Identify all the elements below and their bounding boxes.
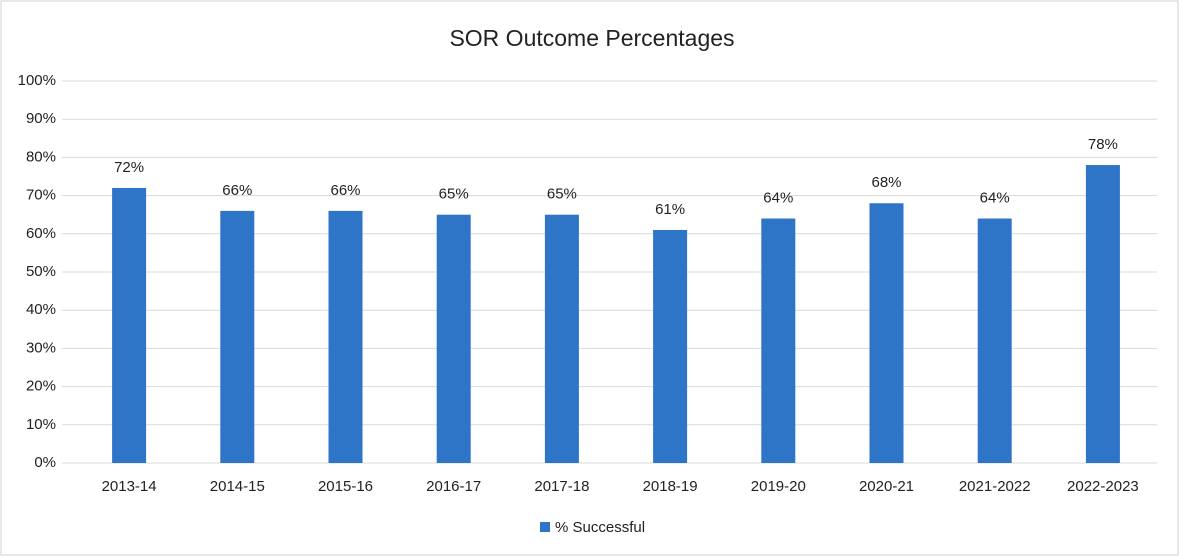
x-tick-label: 2015-16 xyxy=(318,478,373,495)
bar xyxy=(761,218,796,463)
x-tick-label: 2016-17 xyxy=(426,478,481,495)
bar xyxy=(1085,165,1120,464)
bar xyxy=(977,218,1012,463)
data-label: 64% xyxy=(763,189,793,206)
bar xyxy=(112,187,147,463)
data-label: 78% xyxy=(1088,136,1118,153)
y-tick-label: 80% xyxy=(26,148,56,165)
data-label: 65% xyxy=(439,186,469,203)
x-tick-label: 2019-20 xyxy=(751,478,806,495)
bar xyxy=(869,203,904,464)
data-label: 66% xyxy=(222,182,252,199)
y-tick-label: 60% xyxy=(26,225,56,242)
y-tick-label: 90% xyxy=(26,110,56,127)
bar xyxy=(328,210,363,463)
x-tick-label: 2018-19 xyxy=(643,478,698,495)
x-tick-label: 2017-18 xyxy=(534,478,589,495)
data-label: 65% xyxy=(547,186,577,203)
x-tick-label: 2013-14 xyxy=(102,478,157,495)
x-tick-label: 2021-2022 xyxy=(959,478,1031,495)
x-tick-label: 2022-2023 xyxy=(1067,478,1139,495)
bar xyxy=(220,210,255,463)
y-tick-label: 10% xyxy=(26,416,56,433)
legend-swatch xyxy=(540,522,550,532)
y-tick-label: 20% xyxy=(26,378,56,395)
bar xyxy=(544,214,579,463)
data-label: 64% xyxy=(980,189,1010,206)
y-tick-label: 70% xyxy=(26,187,56,204)
data-label: 72% xyxy=(114,159,144,176)
x-tick-label: 2020-21 xyxy=(859,478,914,495)
y-tick-label: 0% xyxy=(34,454,56,471)
data-label: 66% xyxy=(330,182,360,199)
legend-label: % Successful xyxy=(555,519,645,536)
data-label: 61% xyxy=(655,201,685,218)
bar xyxy=(653,229,688,463)
y-tick-label: 40% xyxy=(26,301,56,318)
y-tick-label: 50% xyxy=(26,263,56,280)
chart-title: SOR Outcome Percentages xyxy=(449,25,734,51)
bar xyxy=(436,214,471,463)
y-tick-label: 30% xyxy=(26,339,56,356)
y-tick-label: 100% xyxy=(18,72,56,89)
x-tick-label: 2014-15 xyxy=(210,478,265,495)
data-label: 68% xyxy=(871,174,901,191)
